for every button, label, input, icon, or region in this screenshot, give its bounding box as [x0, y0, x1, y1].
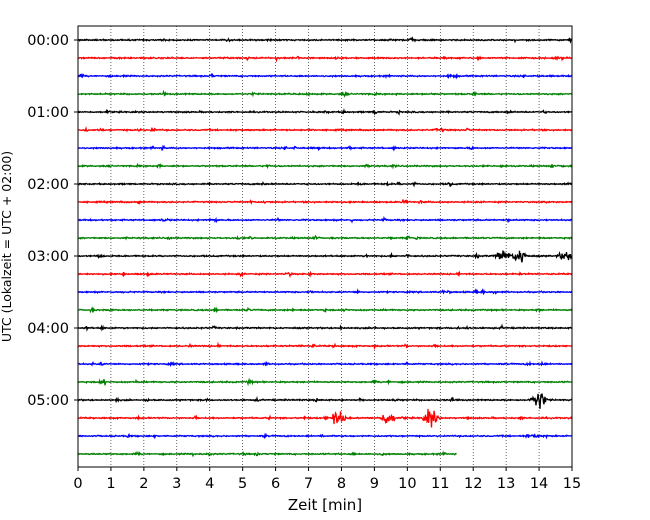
seismic-trace [77, 288, 573, 296]
seismic-trace [77, 250, 573, 263]
y-tick-label: 01:00 [27, 105, 69, 121]
seismic-trace [77, 215, 573, 224]
x-tick-label: 2 [139, 476, 148, 492]
seismic-trace [77, 432, 573, 440]
seismic-trace [77, 323, 573, 332]
x-tick-label: 11 [431, 476, 449, 492]
y-axis-label: UTC (Lokalzeit = UTC + 02:00) [0, 151, 14, 342]
x-tick-label: 12 [464, 476, 482, 492]
seismic-trace [77, 162, 573, 170]
seismic-trace [77, 270, 573, 279]
traces-layer [77, 36, 573, 458]
seismic-trace [77, 450, 457, 458]
x-tick-label: 8 [337, 476, 346, 492]
x-tick-label: 14 [530, 476, 548, 492]
y-tick-label: 02:00 [27, 177, 69, 193]
x-tick-label: 5 [238, 476, 247, 492]
seismic-trace [77, 393, 573, 409]
seismic-trace [77, 180, 573, 188]
x-tick-label: 0 [73, 476, 82, 492]
y-axis-ticks: 00:00 01:00 02:00 03:00 04:00 05:00 [27, 33, 78, 409]
seismic-trace [77, 377, 573, 387]
seismic-trace [77, 408, 573, 428]
x-axis-ticks: 0 1 2 3 4 5 6 7 8 9 10 11 12 13 14 15 [73, 467, 581, 492]
x-tick-label: 3 [172, 476, 181, 492]
x-axis-label: Zeit [min] [288, 496, 362, 514]
x-tick-label: 4 [205, 476, 214, 492]
seismic-trace [77, 306, 573, 314]
seismic-trace [77, 198, 573, 205]
y-tick-label: 04:00 [27, 321, 69, 337]
seismic-trace [77, 234, 573, 241]
x-tick-label: 1 [106, 476, 115, 492]
x-tick-label: 10 [398, 476, 416, 492]
seismic-trace [77, 125, 573, 133]
seismic-trace [77, 72, 573, 80]
plot-frame [77, 25, 573, 468]
seismic-trace [77, 341, 573, 351]
x-tick-label: 15 [563, 476, 581, 492]
y-tick-label: 03:00 [27, 249, 69, 265]
seismic-trace [77, 144, 573, 152]
seismic-trace [77, 55, 573, 63]
y-tick-label: 00:00 [27, 33, 69, 49]
seismic-trace [77, 360, 573, 368]
x-tick-label: 7 [304, 476, 313, 492]
seismic-trace [77, 89, 573, 98]
seismic-trace [77, 107, 573, 116]
seismic-trace [77, 36, 573, 44]
x-tick-label: 6 [271, 476, 280, 492]
y-tick-label: 05:00 [27, 393, 69, 409]
x-tick-label: 9 [370, 476, 379, 492]
x-tick-label: 13 [497, 476, 515, 492]
